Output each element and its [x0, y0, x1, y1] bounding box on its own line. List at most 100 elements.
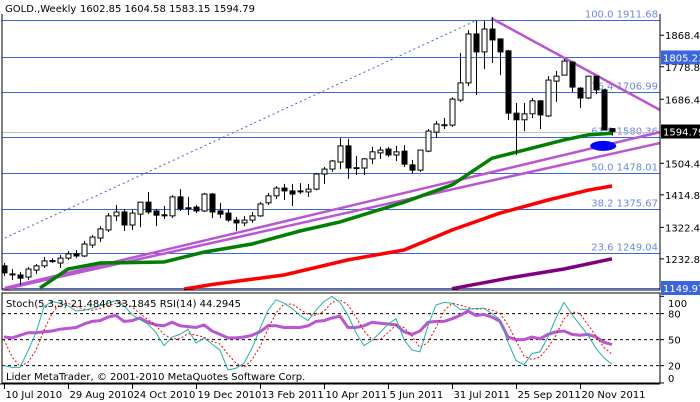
candle-bearish	[217, 210, 224, 215]
candle-bearish	[1, 265, 8, 274]
fib-level-label: 50.0 1478.01	[591, 163, 658, 174]
oscillator-tick-label: 100	[668, 299, 687, 310]
moving-averages	[39, 131, 613, 291]
candle-bullish	[361, 158, 368, 169]
candle-bearish	[385, 148, 392, 156]
time-tick-label: 31 Jul 2011	[454, 390, 511, 401]
price-marker-bg	[661, 281, 700, 296]
candles	[1, 17, 616, 285]
candle-bearish	[537, 100, 544, 116]
chart-ohlc-label: 1602.85 1604.58 1583.15 1594.79	[80, 4, 255, 15]
fib-level-label: 76.4 1706.99	[591, 82, 658, 93]
candle-bearish	[281, 187, 288, 192]
candle-bullish	[81, 243, 88, 257]
candle-bullish	[337, 145, 344, 163]
candle-bullish	[33, 265, 40, 271]
trendlines	[4, 17, 661, 291]
price-marker-bg	[661, 50, 700, 65]
price-tick-label: 1414.80	[665, 191, 700, 202]
candle-bullish	[265, 195, 272, 204]
candle-bullish	[249, 215, 256, 221]
candle-bullish	[529, 100, 536, 115]
price-marker-label: 1805.23	[663, 53, 700, 64]
candle-bullish	[329, 160, 336, 170]
candle-bullish	[185, 207, 192, 210]
time-tick-label: 24 Oct 2010	[134, 390, 196, 401]
candle-bearish	[345, 145, 352, 169]
candle-bearish	[473, 33, 480, 53]
candle-bullish	[137, 201, 144, 215]
candle-bearish	[513, 112, 520, 121]
oscillator-frame	[1, 292, 661, 384]
candle-bullish	[377, 149, 384, 154]
fib-level-label: 100.0 1911.68	[585, 10, 658, 21]
candle-bullish	[273, 187, 280, 197]
candle-bullish	[353, 167, 360, 170]
candle-bearish	[569, 61, 576, 88]
candle-bearish	[577, 87, 584, 99]
dotted-trendline	[4, 20, 476, 239]
moving-average-ma_mid	[183, 184, 613, 291]
candle-bullish	[97, 228, 104, 239]
candle-bullish	[161, 214, 168, 217]
stoch-signal-line	[3, 299, 613, 369]
chart-objects	[590, 140, 617, 151]
candle-bullish	[321, 168, 328, 175]
trendline	[490, 17, 661, 112]
oscillator-tick-label: 50	[668, 336, 681, 347]
copyright-footer: Lider MetaTrader, © 2001-2010 MetaQuotes…	[6, 372, 305, 383]
candle-bearish	[289, 190, 296, 195]
candle-bullish	[393, 151, 400, 156]
oscillator-tick-label: 80	[668, 310, 681, 321]
candle-bearish	[601, 89, 608, 131]
price-marker-label: 1594.79	[663, 128, 700, 139]
oscillator-tick-label: 20	[668, 362, 681, 373]
candle-bullish	[425, 130, 432, 152]
candle-bullish	[369, 151, 376, 160]
candle-bearish	[225, 212, 232, 221]
candle-bullish	[129, 212, 136, 226]
candle-bullish	[545, 79, 552, 117]
candle-bullish	[49, 260, 56, 263]
candle-bullish	[257, 203, 264, 217]
candle-bearish	[17, 274, 24, 279]
time-tick-label: 5 Jun 2011	[390, 390, 444, 401]
candle-bearish	[409, 164, 416, 171]
candle-bearish	[593, 75, 600, 91]
candle-bearish	[153, 210, 160, 216]
fib-level-label: 23.6 1249.04	[591, 243, 658, 254]
candle-bullish	[305, 188, 312, 193]
candle-bullish	[521, 113, 528, 121]
candle-bullish	[465, 33, 472, 84]
indicator-header: Stoch(5,3,3) 21.4840 33.1845 RSI(14) 44.…	[6, 299, 241, 310]
price-marker-bg	[661, 124, 700, 139]
price-tick-label: 1686.40	[665, 95, 700, 106]
candle-bullish	[105, 215, 112, 231]
price-marker-label: 1149.97	[663, 284, 700, 295]
price-tick-label: 1322.40	[665, 223, 700, 234]
oscillator-tick-label: 0	[668, 374, 674, 385]
candle-bullish	[57, 257, 64, 264]
price-tick-label: 1504.40	[665, 159, 700, 170]
candle-bullish	[433, 123, 440, 133]
candle-bullish	[89, 236, 96, 246]
candle-bullish	[241, 219, 248, 224]
candle-bullish	[113, 211, 120, 217]
fib-level-label: 38.2 1375.67	[591, 199, 658, 210]
moving-average-ma_fast	[39, 131, 613, 290]
candle-bullish	[417, 149, 424, 171]
time-tick-label: 25 Sep 2011	[518, 390, 581, 401]
candle-bullish	[9, 273, 16, 276]
candle-bullish	[561, 60, 568, 76]
candle-bullish	[297, 190, 304, 193]
time-tick-label: 10 Jul 2010	[6, 390, 63, 401]
candle-bullish	[449, 98, 456, 126]
candle-bearish	[193, 206, 200, 212]
time-tick-label: 29 Aug 2010	[70, 390, 134, 401]
candle-bullish	[441, 124, 448, 127]
candle-bullish	[65, 253, 72, 259]
candle-bullish	[457, 82, 464, 101]
